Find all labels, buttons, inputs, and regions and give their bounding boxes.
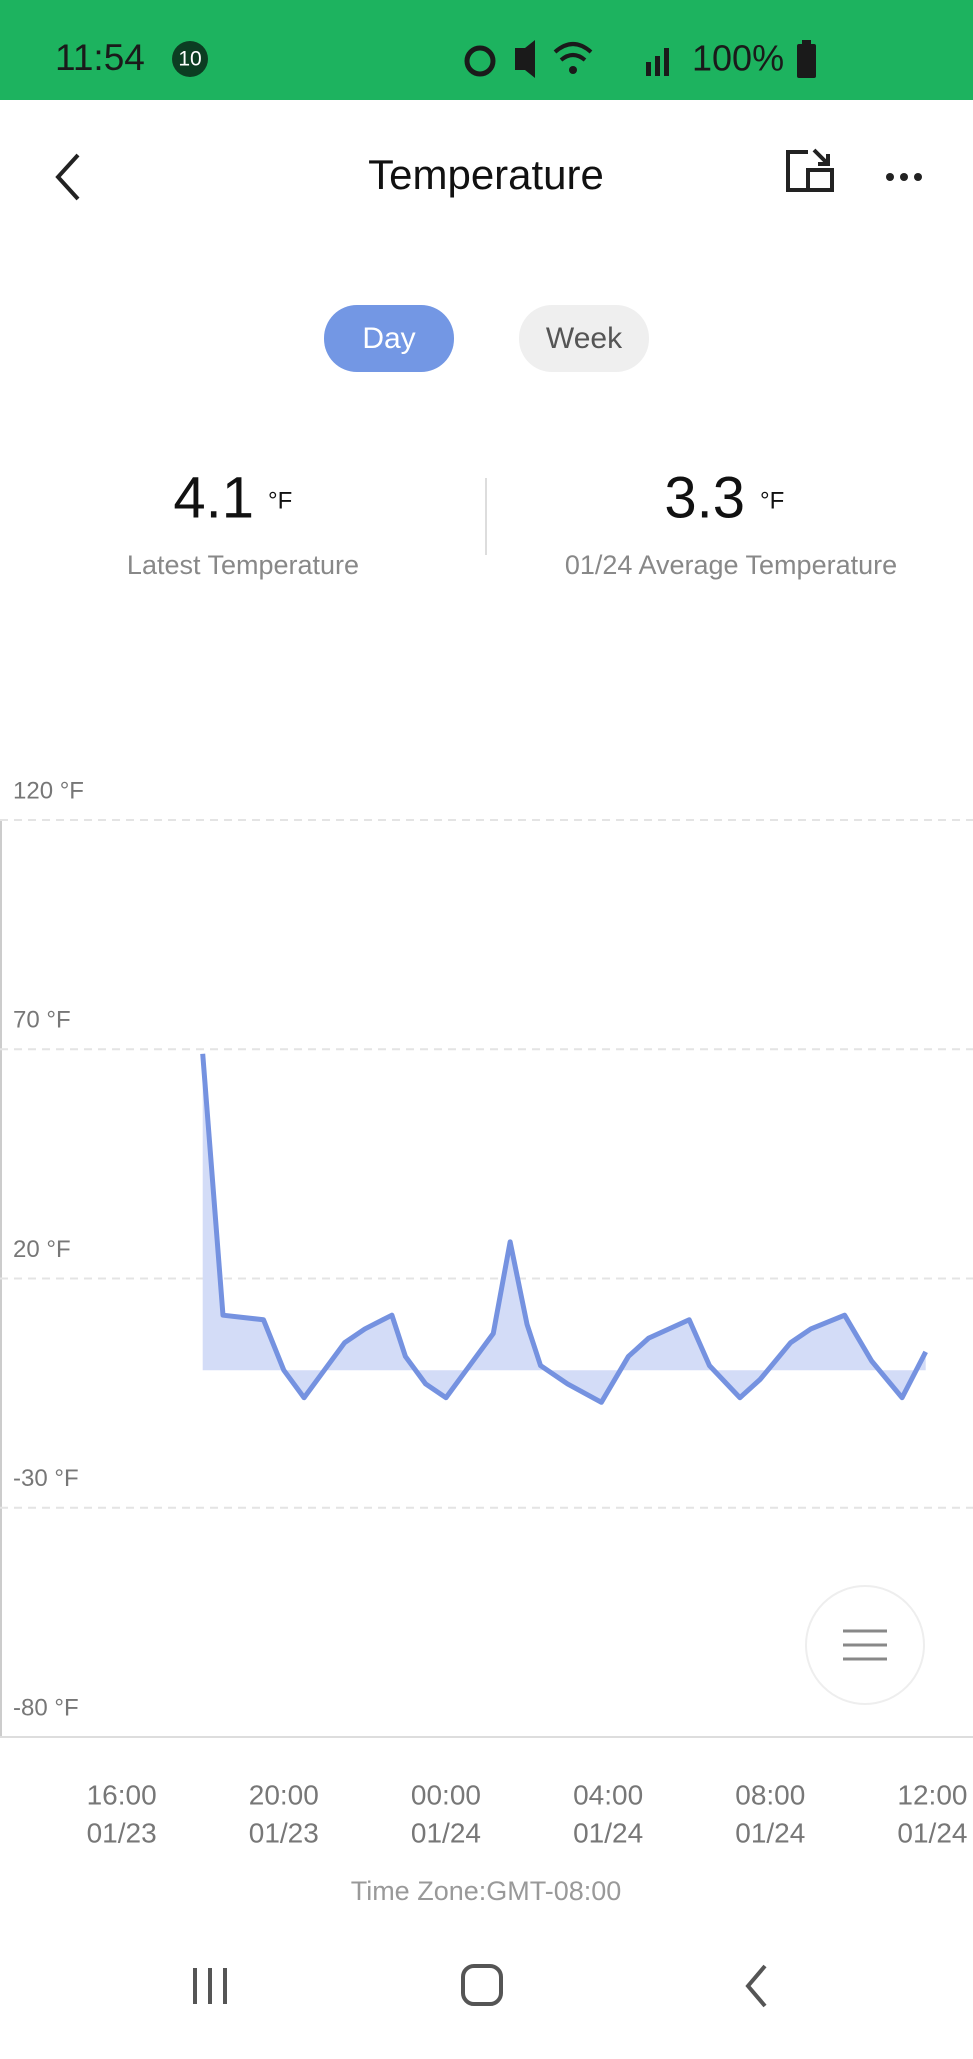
page-title: Temperature bbox=[368, 151, 604, 198]
chart: -80 °F -30 °F 20 °F 70 °F 120 °F 16:00 01/23 20… bbox=[0, 777, 973, 1848]
stat-label: Latest Temperature bbox=[127, 550, 359, 580]
x-tick-label: 04:00 bbox=[573, 1779, 643, 1810]
nav-home[interactable] bbox=[461, 1964, 503, 2006]
stat-unit: °F bbox=[268, 487, 292, 514]
status-icons bbox=[464, 40, 816, 78]
y-tick-label: 20 °F bbox=[13, 1236, 71, 1263]
menu-icon bbox=[843, 1629, 887, 1661]
nav-back[interactable] bbox=[745, 1964, 767, 2008]
stat-value: 4.1 bbox=[173, 465, 254, 530]
x-tick-label: 01/24 bbox=[573, 1817, 643, 1848]
x-tick-label: 01/24 bbox=[411, 1817, 481, 1848]
x-tick-label: 01/23 bbox=[87, 1817, 157, 1848]
line bbox=[200, 1053, 928, 1405]
nav-recent[interactable] bbox=[193, 1968, 227, 2004]
x-tick-label: 01/24 bbox=[735, 1817, 805, 1848]
y-tick-label: -30 °F bbox=[13, 1465, 79, 1492]
area bbox=[202, 1053, 926, 1403]
status-badge: 10 bbox=[178, 48, 201, 71]
status-time: 11:54 bbox=[55, 37, 145, 78]
y-tick-label: 70 °F bbox=[13, 1007, 71, 1034]
x-tick-label: 00:00 bbox=[411, 1779, 481, 1810]
x-tick-label: 08:00 bbox=[735, 1779, 805, 1810]
more-button[interactable] bbox=[886, 173, 922, 181]
x-tick-label: 20:00 bbox=[249, 1779, 319, 1810]
badge-bg bbox=[172, 41, 208, 77]
stat-label: 01/24 Average Temperature bbox=[565, 550, 897, 580]
time-zone: Time Zone:GMT-08:00 bbox=[351, 1876, 622, 1906]
x-tick-label: 01/24 bbox=[897, 1817, 967, 1848]
y-tick-label: 120 °F bbox=[13, 777, 84, 804]
share-button[interactable] bbox=[786, 148, 834, 192]
tab-day-label[interactable]: Day bbox=[362, 322, 415, 355]
tab-day[interactable] bbox=[324, 305, 454, 372]
tab-week[interactable] bbox=[519, 305, 649, 372]
stat-unit: °F bbox=[760, 487, 784, 514]
back-button[interactable] bbox=[55, 153, 80, 201]
stat-value: 3.3 bbox=[664, 465, 745, 530]
tab-week-label[interactable]: Week bbox=[546, 322, 623, 355]
x-tick-label: 12:00 bbox=[897, 1779, 967, 1810]
status-battery: 100% bbox=[692, 38, 784, 79]
nav-bar bbox=[193, 1964, 767, 2008]
x-tick-label: 16:00 bbox=[87, 1779, 157, 1810]
y-tick-label: -80 °F bbox=[13, 1694, 79, 1721]
x-tick-label: 01/23 bbox=[249, 1817, 319, 1848]
